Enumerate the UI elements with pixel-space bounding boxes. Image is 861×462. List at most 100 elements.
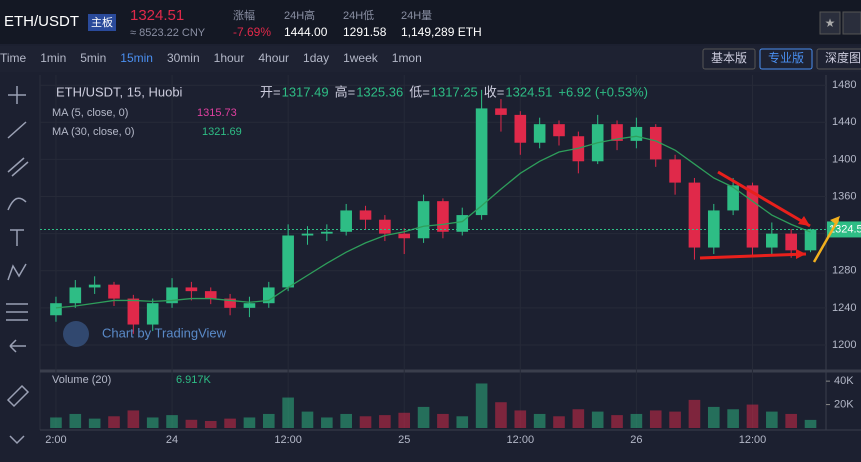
fib-tool[interactable] — [6, 303, 28, 321]
stat-label: 24H量 — [401, 9, 432, 22]
back-tool[interactable] — [9, 339, 26, 353]
ruler-tool[interactable] — [6, 384, 30, 408]
candle-body — [553, 124, 565, 137]
candle-body — [262, 287, 275, 304]
volume-bar — [359, 416, 372, 428]
candle-body — [785, 233, 797, 251]
ma-label: MA (5, close, 0) — [52, 107, 128, 119]
y-tick-label: 1480 — [832, 79, 856, 91]
x-tick-label: 25 — [398, 434, 410, 446]
volume-tick-label: 20K — [834, 398, 854, 410]
interval-button[interactable]: 1min — [40, 51, 66, 65]
candle-body — [224, 298, 236, 308]
x-tick-label: 12:00 — [274, 434, 302, 446]
ohlc-value: 1324.51 — [505, 84, 552, 99]
candle-body — [50, 303, 62, 316]
view-button[interactable] — [759, 48, 813, 70]
view-button[interactable] — [816, 48, 861, 70]
candle-body — [804, 229, 817, 251]
stat-value: -7.69% — [233, 25, 271, 39]
interval-button[interactable]: 1hour — [214, 51, 245, 65]
volume-bar — [417, 406, 430, 428]
candle-body — [649, 126, 662, 160]
volume-bar — [688, 399, 701, 428]
interval-button[interactable]: 5min — [80, 51, 106, 65]
annotation-arrowhead — [798, 216, 810, 226]
interval-button[interactable]: 1week — [343, 51, 379, 65]
legend-symbol: ETH/USDT, 15, Huobi — [56, 84, 183, 99]
interval-button[interactable]: 4hour — [258, 51, 289, 65]
volume-bar — [301, 411, 314, 428]
crosshair-tool[interactable] — [8, 86, 26, 104]
text-tool[interactable] — [10, 229, 24, 246]
ohlc-label: 高= — [335, 84, 356, 99]
channel-tool[interactable] — [7, 157, 29, 177]
volume-tick-label: 40K — [834, 375, 854, 387]
view-label[interactable]: 基本版 — [711, 51, 747, 65]
y-tick-label: 1280 — [832, 265, 856, 277]
symbol: ETH/USDT — [4, 13, 79, 30]
brush-tool[interactable] — [7, 197, 27, 211]
candle-body — [282, 235, 294, 288]
interval-button[interactable]: 1mon — [392, 51, 422, 65]
candle-body — [301, 233, 314, 236]
y-tick-label: 1360 — [832, 190, 856, 202]
candle-body — [475, 108, 488, 216]
x-tick-label: 24 — [166, 434, 178, 446]
interval-button[interactable]: Time — [0, 51, 27, 65]
interval-button[interactable]: 1day — [303, 51, 329, 65]
candle-body — [611, 124, 623, 141]
view-label[interactable]: 深度图 — [825, 50, 861, 65]
volume-bar — [630, 413, 643, 428]
watermark: Chart by TradingView — [102, 325, 227, 340]
ohlc-label: 收= — [484, 84, 505, 99]
volume-bar — [746, 404, 759, 428]
volume-bar — [804, 419, 817, 428]
volume-bar — [533, 413, 546, 428]
ma-value: 1315.73 — [197, 107, 237, 119]
view-button[interactable] — [702, 48, 756, 70]
annotation-arrowhead — [830, 216, 840, 225]
volume-bar — [398, 412, 411, 428]
header-bar — [0, 0, 861, 44]
volume-bar — [282, 397, 294, 428]
candle-body — [630, 126, 643, 141]
interval-button[interactable]: 15min — [120, 51, 153, 65]
candle-body — [514, 114, 527, 143]
volume-bar — [379, 415, 391, 428]
volume-bar — [785, 413, 797, 428]
favorite-button[interactable] — [819, 11, 841, 35]
candle-body — [688, 182, 701, 248]
volume-bar — [437, 413, 449, 428]
annotation-arrow — [812, 219, 840, 263]
board: 主板 — [91, 15, 113, 29]
x-tick-label: 12:00 — [739, 434, 767, 446]
annotation-arrow — [699, 252, 807, 260]
stat-value: 1291.58 — [343, 25, 387, 39]
volume-bar — [707, 406, 720, 428]
volume-bar — [572, 409, 585, 428]
volume-label: Volume (20) — [52, 374, 111, 386]
more-tool[interactable] — [9, 435, 25, 445]
star-icon: ★ — [825, 16, 836, 30]
candle-body — [108, 284, 120, 299]
watermark-logo — [63, 321, 89, 347]
candle-body — [437, 201, 449, 232]
stat-value: 1444.00 — [284, 25, 328, 39]
volume-value: 6.917K — [176, 374, 212, 386]
volume-bar — [262, 413, 275, 428]
pattern-tool[interactable] — [7, 263, 27, 281]
volume-bar — [243, 417, 256, 428]
candle-body — [417, 201, 430, 239]
volume-bar — [611, 415, 623, 428]
view-label[interactable]: 专业版 — [768, 50, 804, 65]
volume-bar — [766, 411, 778, 428]
x-tick-label: 26 — [630, 434, 642, 446]
volume-bar — [649, 410, 662, 428]
interval-button[interactable]: 30min — [167, 51, 200, 65]
fullscreen-button[interactable] — [842, 11, 861, 35]
candle-body — [340, 210, 352, 232]
line-tool[interactable] — [7, 121, 27, 139]
volume-bar — [108, 416, 120, 428]
candle-body — [185, 287, 198, 292]
